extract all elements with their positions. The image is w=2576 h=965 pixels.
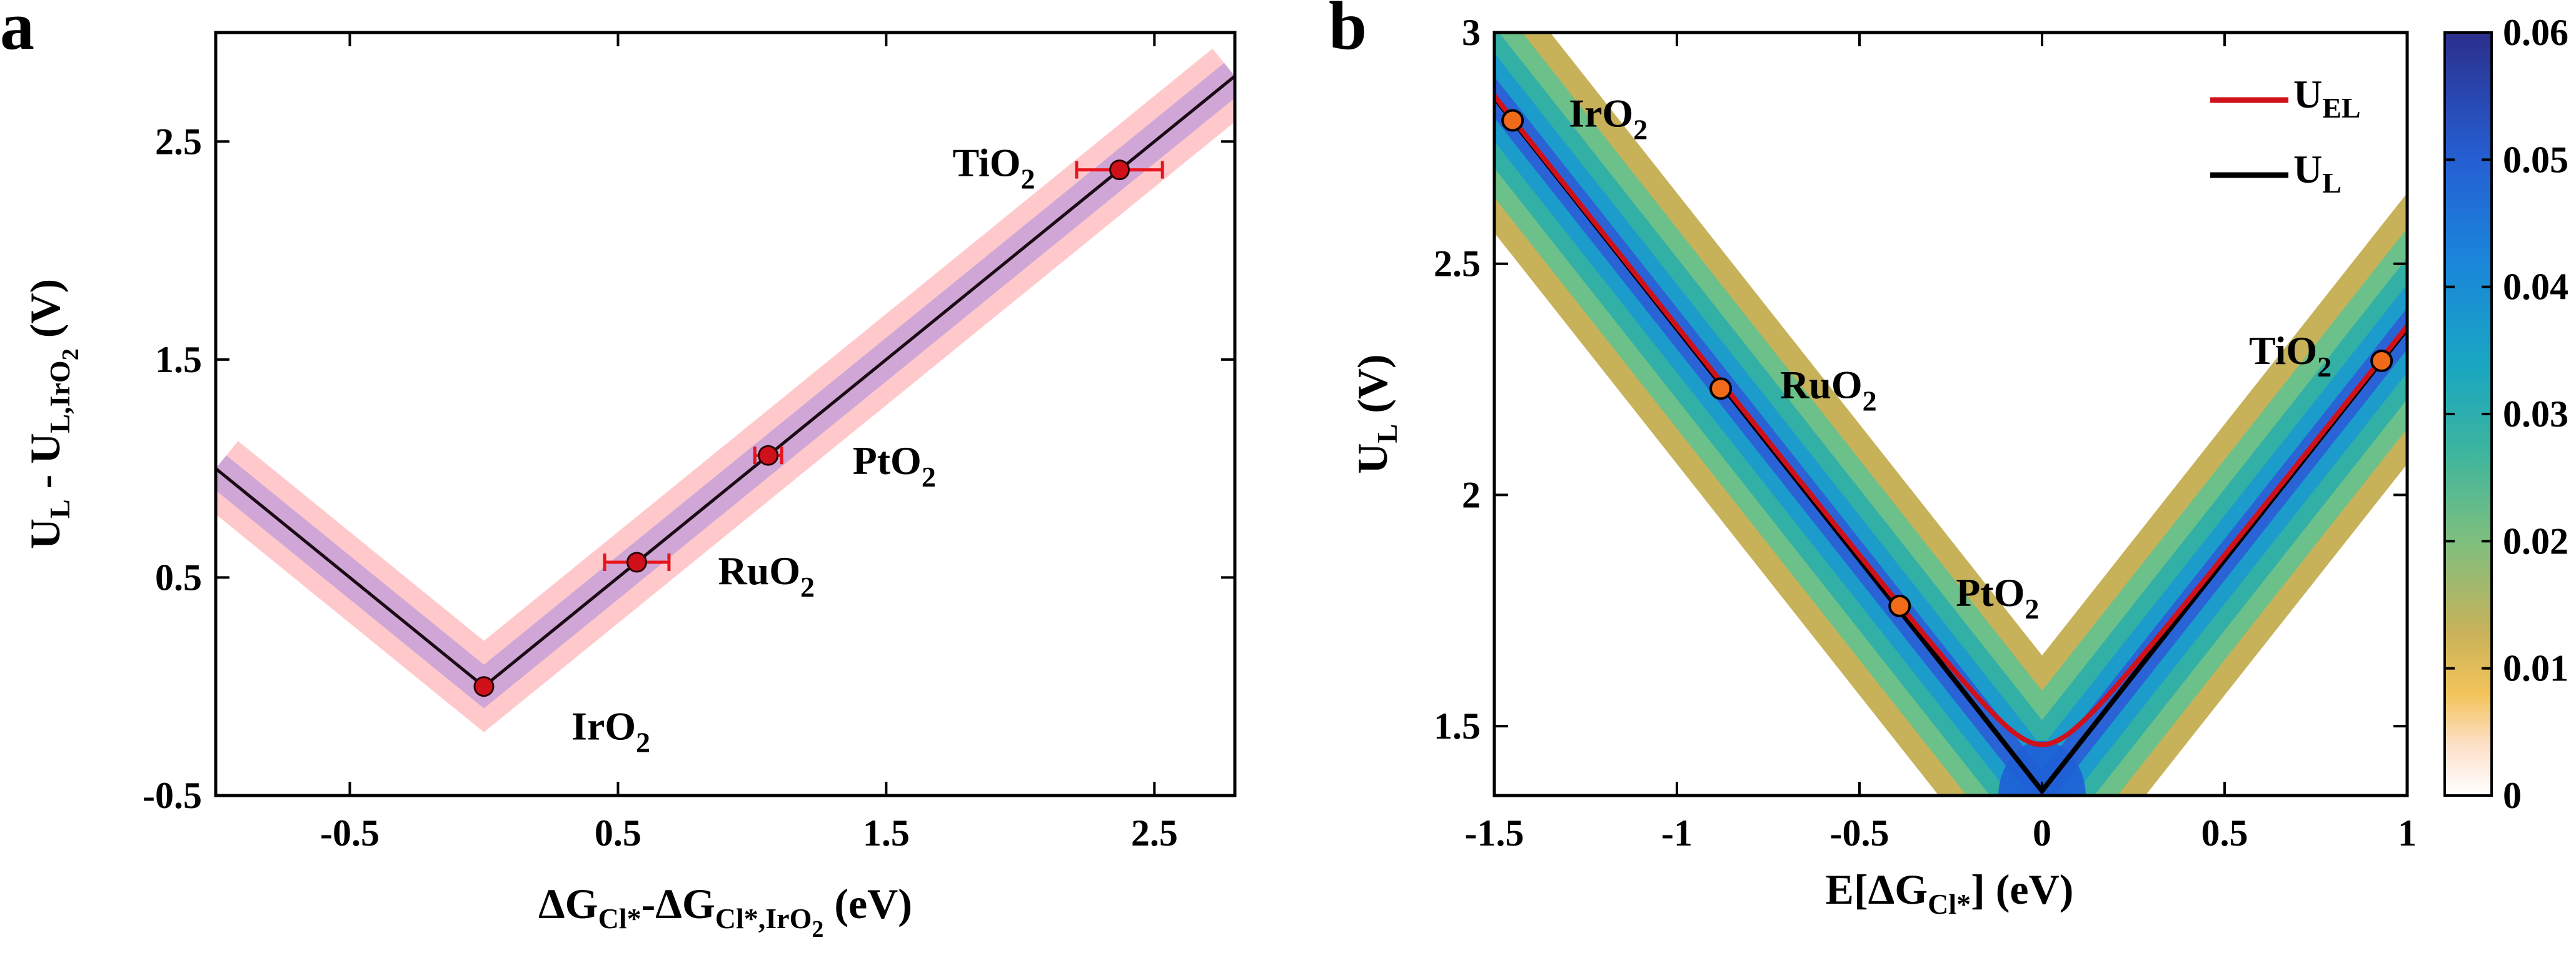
panel-b-x-axis-label: E[ΔGCl*] (eV): [1826, 866, 2074, 920]
panel-b: b -1.5 -1 -0.5 0 0.5 1 1.5 2 2.5 3 IrO2 RuO2 PtO2 T…: [1329, 0, 2568, 920]
point-pto2: [758, 445, 779, 466]
panel-b-axes-frame: [1492, 31, 2409, 797]
panel-b-plot-area: [1494, 33, 2407, 796]
y-tick-label: 0.5: [155, 557, 202, 598]
label-pto2: PtO2: [1956, 570, 2039, 625]
point-iro2: [1501, 109, 1524, 132]
panel-b-data-points: [1501, 109, 2393, 617]
panel-b-y-ticks: 1.5 2 2.5 3: [1434, 12, 2407, 747]
x-tick-label: 1.5: [863, 812, 910, 854]
point-ruo2: [626, 552, 647, 573]
panel-b-x-ticks: -1.5 -1 -0.5 0 0.5 1: [1465, 33, 2417, 854]
x-tick-label: 0: [2033, 812, 2051, 854]
x-tick-label: 0.5: [2201, 812, 2248, 854]
point-ruo2: [1709, 377, 1733, 400]
panel-a-y-ticks: -0.5 0.5 1.5 2.5: [143, 121, 1235, 816]
x-tick-label: 0.5: [595, 812, 641, 854]
x-tick-label: -0.5: [320, 812, 380, 854]
point-tio2: [2370, 349, 2393, 372]
colorbar: 0 0.01 0.02 0.03 0.04 0.05 0.06: [2443, 12, 2568, 816]
colorbar-tick-label: 0: [2503, 775, 2522, 816]
panel-a-x-ticks: -0.5 0.5 1.5 2.5: [320, 33, 1178, 854]
panel-a-point-labels: IrO2 RuO2 PtO2 TiO2: [571, 141, 1035, 759]
panel-b-density-contours: [1494, 33, 2407, 796]
x-tick-label: -1: [1661, 812, 1693, 854]
label-iro2: IrO2: [571, 704, 650, 759]
y-tick-label: 2: [1462, 474, 1481, 515]
panel-a: a -0.5 0.5 1.5 2.5 -0.5 0.5 1.5 2.5 IrO2 RuO2 Pt…: [0, 0, 1237, 942]
colorbar-ticks: 0 0.01 0.02 0.03 0.04 0.05 0.06: [2445, 12, 2568, 816]
colorbar-tick-label: 0.06: [2503, 12, 2568, 53]
x-tick-label: 2.5: [1131, 812, 1178, 854]
point-iro2: [473, 676, 495, 697]
colorbar-tick-label: 0.05: [2503, 139, 2568, 180]
panel-b-y-axis-label: UL (V): [1349, 354, 1403, 473]
y-tick-label: 3: [1462, 12, 1481, 53]
point-tio2: [1109, 159, 1130, 181]
y-tick-label: 1.5: [155, 339, 202, 380]
colorbar-tick-label: 0.01: [2503, 648, 2568, 689]
panel-a-data-points: [473, 159, 1164, 697]
panel-a-letter: a: [0, 0, 34, 64]
legend-ul-label: UL: [2293, 147, 2342, 199]
point-pto2: [1888, 594, 1911, 617]
panel-a-y-axis-label: UL - UL,IrO2 (V): [21, 279, 84, 549]
panel-b-legend: UEL UL: [2210, 72, 2361, 199]
colorbar-tick-label: 0.02: [2503, 520, 2568, 562]
panel-a-plot-area: [216, 48, 1235, 732]
label-ruo2: RuO2: [718, 548, 815, 603]
panel-b-uel-line: [1494, 94, 2407, 747]
y-tick-label: 1.5: [1434, 705, 1481, 747]
y-tick-label: -0.5: [143, 775, 202, 816]
label-ruo2: RuO2: [1780, 362, 1877, 417]
legend-uel-label: UEL: [2293, 72, 2361, 124]
panel-a-x-axis-label: ΔGCl*-ΔGCl*,IrO2 (eV): [538, 880, 912, 942]
x-tick-label: -0.5: [1830, 812, 1889, 854]
colorbar-tick-label: 0.03: [2503, 393, 2568, 435]
y-tick-label: 2.5: [1434, 243, 1481, 285]
panel-b-point-labels: IrO2 RuO2 PtO2 TiO2: [1569, 91, 2332, 624]
label-tio2: TiO2: [952, 141, 1035, 195]
panel-b-letter: b: [1329, 0, 1367, 64]
x-tick-label: -1.5: [1465, 812, 1524, 854]
label-pto2: PtO2: [853, 438, 936, 493]
contour-core: [1998, 740, 2086, 796]
x-tick-label: 1: [2398, 812, 2417, 854]
colorbar-tick-label: 0.04: [2503, 266, 2568, 308]
panel-a-axes-frame: [214, 31, 1237, 797]
label-tio2: TiO2: [2249, 328, 2332, 383]
y-tick-label: 2.5: [155, 121, 202, 162]
label-iro2: IrO2: [1569, 91, 1648, 145]
